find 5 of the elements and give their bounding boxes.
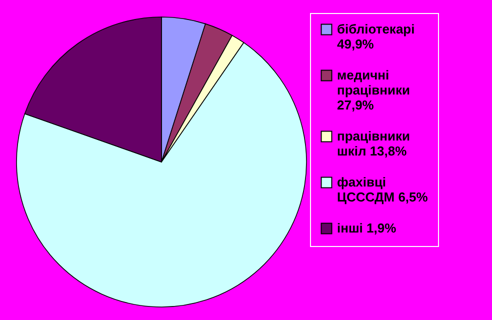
- legend-label: фахівці ЦСССДМ 6,5%: [337, 174, 428, 204]
- legend-label: бібліотекарі 49,9%: [337, 22, 415, 52]
- legend-label: працівники шкіл 13,8%: [337, 128, 410, 158]
- legend-label: медичні працівники 27,9%: [337, 68, 410, 112]
- legend-label: інші 1,9%: [337, 220, 397, 236]
